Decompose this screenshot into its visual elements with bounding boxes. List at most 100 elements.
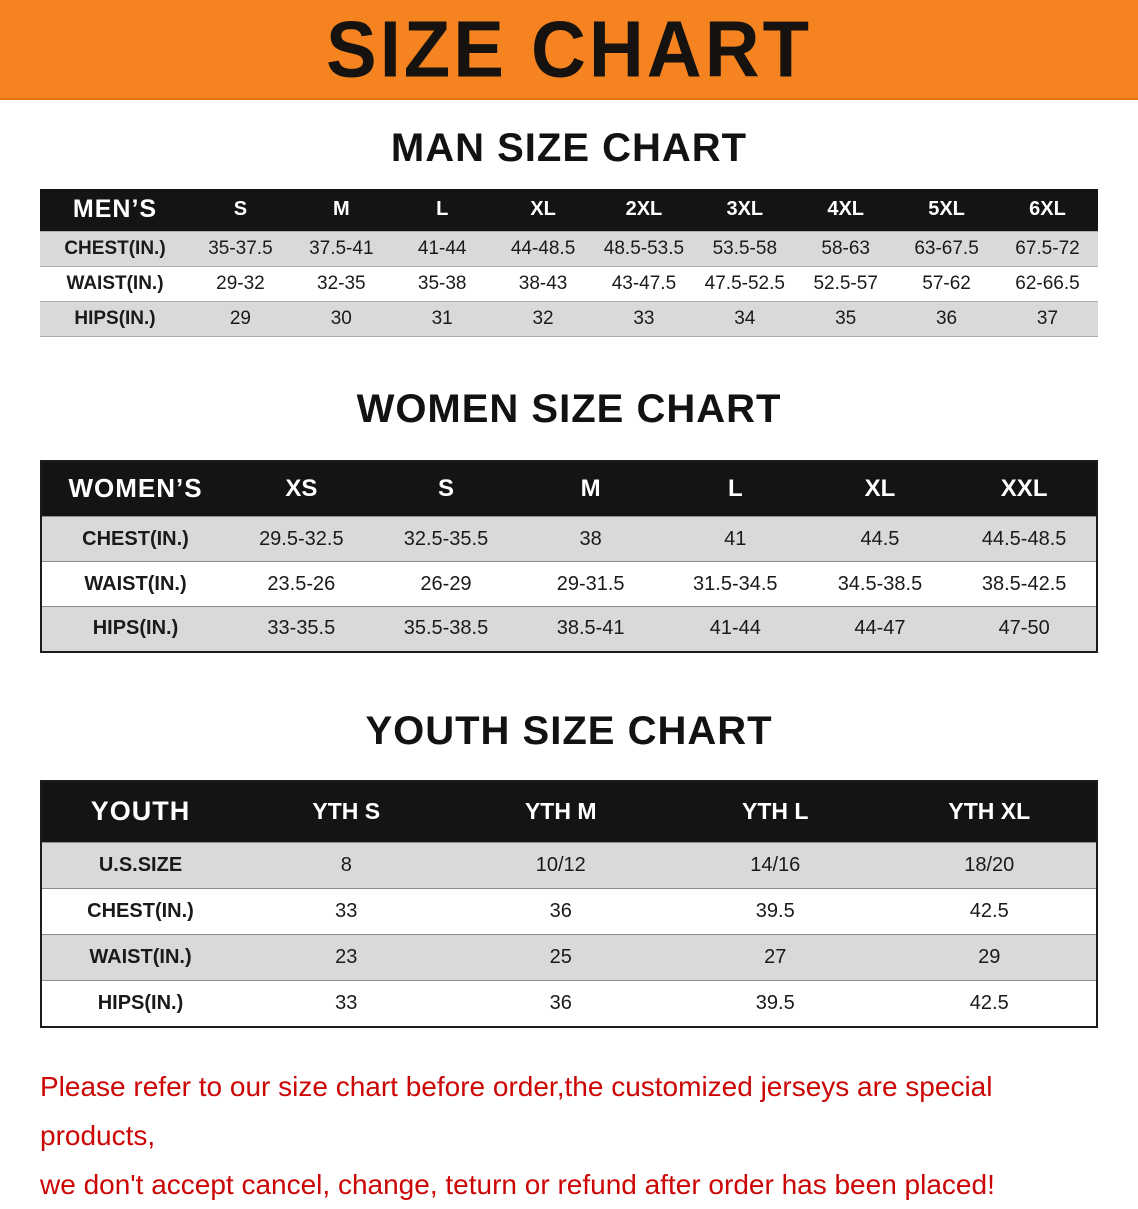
table-row: CHEST(IN.) 35-37.5 37.5-41 41-44 44-48.5 48.5…	[40, 231, 1098, 266]
size-value: 8	[340, 854, 352, 876]
youth-size-table: YOUTH YTH S YTH M YTH L YTH XL U.S.SIZE 8 10/12…	[40, 779, 1098, 1028]
disclaimer-line-1: Please refer to our size chart before or…	[40, 1070, 993, 1151]
size-value: 34	[734, 307, 756, 329]
size-value: 29-31.5	[556, 572, 625, 595]
size-value: 35.5-38.5	[403, 617, 489, 640]
table-row: WAIST(IN.) 29-32 32-35 35-38 38-43 43-47.5 47.…	[40, 266, 1098, 301]
size-column-header: XXL	[952, 460, 1097, 517]
size-value: 31	[431, 307, 453, 329]
size-value: 10/12	[535, 854, 586, 876]
disclaimer: Please refer to our size chart before or…	[40, 1062, 1108, 1209]
size-value: 37.5-41	[309, 237, 374, 259]
table-row: HIPS(IN.) 33-35.5 35.5-38.5 38.5-41 41-44 44-…	[41, 606, 1097, 652]
size-column-header: XL	[492, 189, 594, 231]
size-value: 35-37.5	[208, 237, 273, 259]
size-value: 26-29	[420, 572, 472, 595]
size-value: 39.5	[755, 991, 795, 1014]
measurement-row-label: WAIST(IN.)	[84, 572, 187, 595]
size-chart-banner: SIZE CHART	[0, 0, 1138, 100]
youth-size-section: YOUTH SIZE CHART YOUTH YTH S YTH M YTH L YTH…	[0, 709, 1138, 1028]
size-column-header: YTH XL	[882, 780, 1097, 843]
size-value: 18/20	[964, 854, 1015, 876]
size-value: 52.5-57	[813, 272, 878, 294]
men-size-table: MEN’S S M L XL 2XL 3XL 4XL 5XL 6XL CHEST(IN.) 35-37…	[40, 189, 1098, 337]
size-value: 32.5-35.5	[403, 527, 489, 550]
table-row: WAIST(IN.) 23.5-26 26-29 29-31.5 31.5-34.5 34…	[41, 561, 1097, 607]
size-value: 31.5-34.5	[693, 572, 778, 595]
size-value: 29-32	[216, 272, 265, 294]
size-value: 36	[935, 307, 958, 329]
size-column-header: 3XL	[694, 189, 796, 231]
table-row: WAIST(IN.) 23 25 27 29	[41, 934, 1097, 981]
size-value: 44-47	[854, 617, 906, 640]
size-column-header: S	[373, 460, 519, 517]
size-value: 48.5-53.5	[603, 237, 685, 259]
women-section-title: WOMEN SIZE CHART	[356, 386, 782, 431]
size-column-header: M	[290, 189, 392, 231]
size-value: 37	[1036, 307, 1059, 329]
measurement-row-label: HIPS(IN.)	[97, 991, 184, 1014]
table-row: HIPS(IN.) 33 36 39.5 42.5	[41, 980, 1097, 1027]
youth-section-title: YOUTH SIZE CHART	[365, 708, 773, 753]
measurement-row-label: HIPS(IN.)	[92, 617, 179, 640]
table-corner-label: MEN’S	[40, 189, 190, 231]
size-value: 58-63	[821, 237, 870, 259]
size-value: 14/16	[750, 854, 801, 876]
size-value: 42.5	[969, 900, 1009, 922]
banner-title: SIZE CHART	[326, 4, 812, 94]
size-column-header: 5XL	[896, 189, 997, 231]
measurement-row-label: CHEST(IN.)	[64, 237, 166, 259]
size-value: 30	[330, 307, 352, 329]
table-corner-label: WOMEN’S	[41, 460, 229, 517]
size-value: 63-67.5	[914, 237, 979, 259]
size-column-header: L	[391, 189, 493, 231]
measurement-row-label: CHEST(IN.)	[87, 900, 194, 922]
size-value: 43-47.5	[611, 272, 677, 294]
size-column-header: YTH L	[668, 780, 883, 843]
size-value: 33	[633, 307, 655, 329]
size-value: 47-50	[998, 617, 1050, 640]
size-value: 29	[978, 946, 1001, 968]
women-size-section: WOMEN SIZE CHART WOMEN’S XS S M L XL XXL CHEST(…	[0, 387, 1138, 653]
size-value: 29.5-32.5	[259, 527, 344, 550]
size-value: 33	[335, 900, 358, 922]
size-value: 35-38	[417, 272, 467, 294]
size-column-header: 2XL	[593, 189, 695, 231]
size-value: 41	[724, 527, 747, 550]
size-value: 38.5-41	[556, 617, 625, 640]
size-value: 47.5-52.5	[704, 272, 785, 294]
measurement-row-label: WAIST(IN.)	[89, 946, 192, 968]
size-value: 67.5-72	[1015, 237, 1080, 259]
table-header-row: MEN’S S M L XL 2XL 3XL 4XL 5XL 6XL	[40, 189, 1098, 231]
table-row: CHEST(IN.) 33 36 39.5 42.5	[41, 888, 1097, 935]
size-column-header: YTH S	[239, 780, 454, 843]
size-value: 57-62	[922, 272, 971, 294]
size-value: 42.5	[969, 991, 1009, 1014]
size-column-header: 6XL	[997, 189, 1098, 231]
size-value: 53.5-58	[712, 237, 778, 259]
size-value: 41-44	[709, 617, 761, 640]
size-value: 23	[335, 946, 358, 968]
size-value: 23.5-26	[267, 572, 336, 595]
measurement-row-label: HIPS(IN.)	[74, 307, 156, 329]
size-value: 36	[549, 900, 572, 922]
size-value: 36	[549, 991, 572, 1014]
size-value: 35	[835, 307, 857, 329]
women-size-table: WOMEN’S XS S M L XL XXL CHEST(IN.) 29.5-32.5 32.5…	[40, 459, 1098, 653]
size-value: 38.5-42.5	[981, 572, 1067, 595]
size-value: 33-35.5	[267, 617, 336, 640]
size-column-header: M	[518, 460, 663, 517]
size-value: 38-43	[518, 272, 568, 294]
size-value: 32	[532, 307, 554, 329]
size-value: 62-66.5	[1015, 272, 1080, 294]
size-value: 44-48.5	[510, 237, 576, 259]
table-row: U.S.SIZE 8 10/12 14/16 18/20	[41, 842, 1097, 889]
disclaimer-line-2: we don't accept cancel, change, teturn o…	[40, 1168, 995, 1200]
size-value: 39.5	[755, 900, 795, 922]
measurement-row-label: WAIST(IN.)	[66, 272, 164, 294]
table-row: HIPS(IN.) 29 30 31 32 33 34 35 36 37	[40, 301, 1098, 336]
table-header-row: WOMEN’S XS S M L XL XXL	[41, 460, 1097, 517]
size-column-header: L	[662, 460, 808, 517]
size-column-header: XL	[807, 460, 953, 517]
table-row: CHEST(IN.) 29.5-32.5 32.5-35.5 38 41 44.5 44.5…	[41, 516, 1097, 562]
